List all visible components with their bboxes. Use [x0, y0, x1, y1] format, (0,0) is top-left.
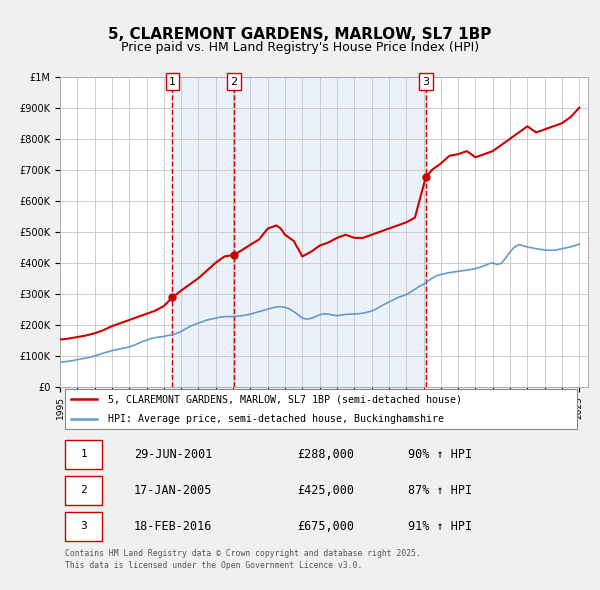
- Text: £288,000: £288,000: [298, 448, 355, 461]
- Text: 90% ↑ HPI: 90% ↑ HPI: [409, 448, 473, 461]
- FancyBboxPatch shape: [65, 440, 102, 469]
- Text: 3: 3: [80, 522, 87, 532]
- Text: Contains HM Land Registry data © Crown copyright and database right 2025.
This d: Contains HM Land Registry data © Crown c…: [65, 549, 421, 571]
- Text: 1: 1: [80, 449, 87, 459]
- Text: 3: 3: [422, 77, 429, 87]
- Text: 2: 2: [230, 77, 238, 87]
- Text: 17-JAN-2005: 17-JAN-2005: [134, 484, 212, 497]
- Text: 2: 2: [80, 486, 87, 495]
- Text: 1: 1: [169, 77, 176, 87]
- Text: 5, CLAREMONT GARDENS, MARLOW, SL7 1BP: 5, CLAREMONT GARDENS, MARLOW, SL7 1BP: [109, 27, 491, 41]
- Text: 87% ↑ HPI: 87% ↑ HPI: [409, 484, 473, 497]
- FancyBboxPatch shape: [65, 389, 577, 430]
- Text: 18-FEB-2016: 18-FEB-2016: [134, 520, 212, 533]
- Text: £425,000: £425,000: [298, 484, 355, 497]
- FancyBboxPatch shape: [65, 512, 102, 541]
- Text: £675,000: £675,000: [298, 520, 355, 533]
- FancyBboxPatch shape: [65, 476, 102, 505]
- Text: Price paid vs. HM Land Registry's House Price Index (HPI): Price paid vs. HM Land Registry's House …: [121, 41, 479, 54]
- Text: 29-JUN-2001: 29-JUN-2001: [134, 448, 212, 461]
- Bar: [234, 77, 426, 386]
- Text: 91% ↑ HPI: 91% ↑ HPI: [409, 520, 473, 533]
- Text: HPI: Average price, semi-detached house, Buckinghamshire: HPI: Average price, semi-detached house,…: [107, 414, 443, 424]
- Text: 5, CLAREMONT GARDENS, MARLOW, SL7 1BP (semi-detached house): 5, CLAREMONT GARDENS, MARLOW, SL7 1BP (s…: [107, 394, 461, 404]
- Bar: [172, 77, 234, 386]
